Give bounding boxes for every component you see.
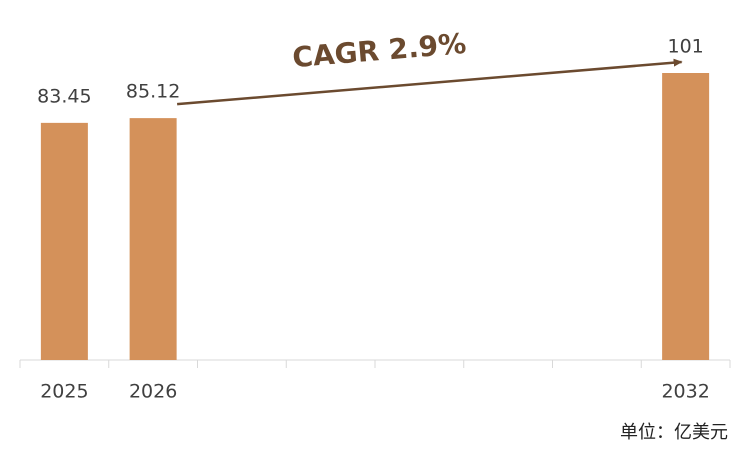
- value-label: 83.45: [37, 85, 91, 107]
- value-label: 101: [667, 36, 703, 58]
- unit-note: 单位：亿美元: [620, 422, 728, 443]
- x-tick-label: 2026: [129, 381, 177, 403]
- x-tick-label: 2032: [661, 381, 709, 403]
- bar: [129, 118, 177, 360]
- value-label: 85.12: [126, 81, 180, 103]
- cagr-annotation: CAGR 2.9%: [291, 27, 467, 74]
- bar: [40, 122, 88, 360]
- x-tick-label: 2025: [40, 381, 88, 403]
- cagr-arrow: [177, 58, 683, 106]
- bar: [662, 73, 710, 360]
